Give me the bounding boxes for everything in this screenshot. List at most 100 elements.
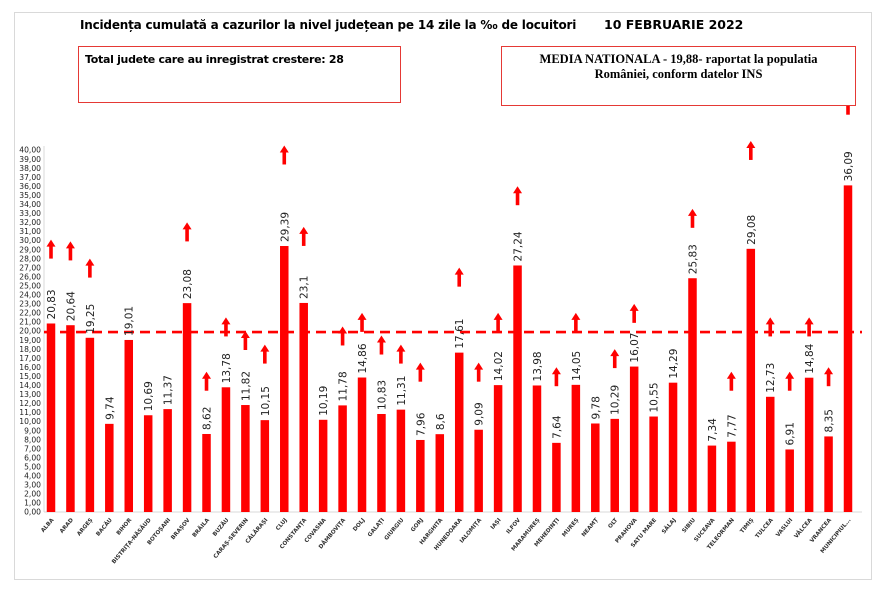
arrow-head (746, 140, 756, 148)
bar (416, 439, 425, 512)
y-tick-label: 6,00 (24, 453, 41, 462)
value-label: 19,01 (124, 306, 136, 336)
bar (591, 423, 600, 512)
x-tick-label: OLT (607, 517, 619, 530)
arrow-shaft (457, 272, 462, 287)
value-label: 8,6 (435, 413, 447, 430)
arrow-shaft (360, 317, 364, 332)
x-tick-label: SĂLAJ (660, 517, 677, 536)
x-tick-label: BUZĂU (211, 516, 231, 537)
value-label: 25,83 (687, 244, 699, 274)
x-tick-label: VASLUI (775, 517, 794, 538)
y-tick-label: 18,00 (19, 345, 41, 354)
value-label: 29,39 (279, 212, 291, 242)
arrow-shaft (574, 317, 578, 332)
increase-arrow-icon (202, 371, 212, 391)
arrow-shaft (749, 145, 753, 160)
arrow-head (804, 317, 814, 325)
arrow-head (551, 367, 561, 375)
y-tick-label: 29,00 (19, 245, 41, 254)
arrow-head (240, 331, 250, 338)
arrow-shaft (826, 372, 831, 387)
increase-arrow-icon (610, 349, 620, 369)
value-label: 7,64 (551, 415, 563, 439)
bar (241, 405, 250, 512)
value-label: 10,55 (649, 382, 661, 412)
y-tick-label: 7,00 (24, 444, 41, 453)
increase-arrows (46, 95, 853, 391)
bar (435, 434, 445, 512)
y-axis: 0,001,002,003,004,005,006,007,008,009,00… (19, 146, 862, 517)
arrow-shaft (263, 349, 267, 364)
increase-arrow-icon (765, 317, 775, 337)
value-labels: 20,83 20,64 19,25 9,74 19,01 10,69 11,37 23,08 8… (46, 151, 855, 445)
arrow-head (493, 312, 503, 320)
value-label: 11,78 (338, 371, 350, 401)
y-tick-label: 15,00 (19, 372, 41, 381)
arrow-head (260, 344, 270, 352)
arrow-head (376, 335, 386, 343)
value-label: 6,91 (785, 422, 797, 445)
bar (552, 442, 561, 512)
bars (46, 185, 853, 513)
bar (105, 423, 114, 512)
arrow-shaft (476, 367, 481, 382)
increase-arrow-icon (687, 208, 697, 228)
bar (338, 405, 347, 512)
bar (571, 384, 581, 512)
arrow-head (202, 371, 212, 379)
arrow-shaft (88, 263, 92, 278)
increase-arrow-icon (240, 331, 250, 350)
arrow-shaft (418, 367, 423, 382)
bar (318, 419, 328, 512)
arrow-head (182, 222, 192, 230)
value-label: 7,77 (726, 414, 738, 437)
report-date: 10 FEBRUARIE 2022 (604, 17, 744, 32)
increase-arrow-icon (493, 312, 503, 332)
increase-arrow-icon (260, 344, 270, 364)
bar (493, 385, 503, 512)
arrow-head (46, 239, 56, 247)
value-label: 20,64 (65, 291, 77, 321)
bar (610, 418, 619, 512)
bar (824, 436, 833, 512)
value-label: 12,73 (765, 363, 777, 393)
y-tick-label: 26,00 (19, 272, 41, 281)
arrow-head (221, 317, 231, 325)
x-tick-label: TULCEA (755, 517, 776, 540)
bar (532, 385, 542, 512)
bar (377, 413, 386, 512)
arrow-head (513, 186, 523, 194)
arrow-shaft (768, 322, 773, 337)
y-tick-label: 30,00 (19, 236, 41, 245)
bar (85, 337, 95, 512)
arrow-shaft (282, 150, 287, 165)
y-tick-label: 16,00 (19, 363, 41, 372)
arrow-head (65, 241, 75, 249)
y-tick-label: 37,00 (19, 173, 41, 182)
increase-arrow-icon (221, 317, 231, 337)
y-tick-label: 11,00 (19, 408, 41, 417)
arrow-shaft (632, 308, 636, 323)
value-label: 23,08 (182, 269, 194, 299)
bar (357, 377, 367, 512)
y-tick-label: 19,00 (19, 336, 41, 345)
increase-arrow-icon (338, 326, 348, 346)
y-tick-label: 3,00 (24, 481, 41, 490)
bar (804, 377, 814, 512)
arrow-shaft (399, 349, 403, 364)
value-label: 14,86 (357, 343, 369, 373)
bar (163, 409, 172, 512)
value-label: 23,1 (299, 276, 311, 299)
arrow-head (687, 208, 697, 216)
increase-arrow-icon (474, 362, 484, 382)
y-tick-label: 0,00 (24, 508, 41, 517)
increase-arrow-icon (804, 317, 814, 337)
arrow-shaft (612, 354, 617, 369)
bar (785, 449, 794, 512)
y-tick-label: 36,00 (19, 182, 41, 191)
value-label: 20,83 (46, 289, 58, 319)
bar (688, 278, 697, 512)
y-tick-label: 33,00 (19, 209, 41, 218)
x-tick-label: SIBIU (681, 517, 697, 534)
